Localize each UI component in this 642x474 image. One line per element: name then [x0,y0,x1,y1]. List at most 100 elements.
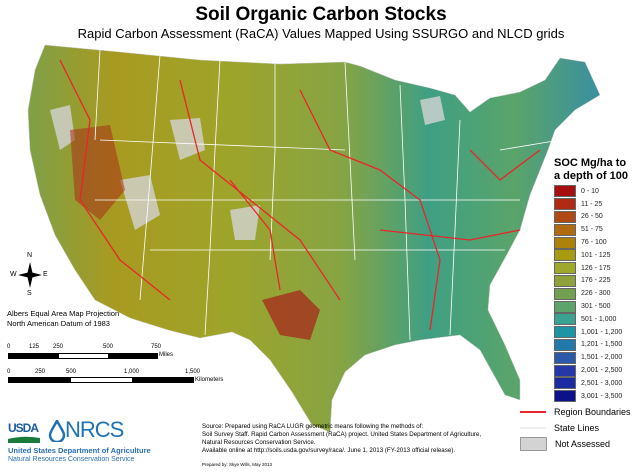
legend-class-label: 26 - 50 [581,213,603,221]
prepared-by: Prepared by: Skye Wills, May 2013 [202,462,273,467]
source-citation: Source: Prepared using RaCA LUGR geometr… [202,423,481,455]
legend-class: 126 - 175 [554,262,622,275]
water-drop-icon [48,420,66,442]
map-subtitle: Rapid Carbon Assessment (RaCA) Values Ma… [77,26,565,41]
usda-wordmark: USDA [8,421,39,435]
legend-not-assessed: Not Assessed [520,436,631,452]
legend-class-label: 1,001 - 1,200 [581,328,623,336]
state-line-swatch [520,427,546,429]
legend-class-label: 1,501 - 2,000 [581,354,623,362]
scale-tick: 1,500 [185,369,201,375]
legend-label: Region Boundaries [554,407,631,417]
legend-class: 501 - 1,000 [554,313,622,326]
scale-tick: 0 [7,344,11,350]
gray-not-assessed-areas [50,96,445,240]
legend-class-label: 51 - 75 [581,226,603,234]
legend-class: 2,001 - 2,500 [554,364,622,377]
datum-line: North American Datum of 1983 [7,319,110,328]
map-title: Soil Organic Carbon Stocks [195,4,447,25]
color-swatch [554,198,576,211]
scale-tick: 0 [7,369,11,375]
legend-class: 301 - 500 [554,300,622,313]
legend-class: 226 - 300 [554,287,622,300]
red-soil-region-great-basin [70,125,125,220]
scale-unit: Miles [159,352,174,358]
legend-class-label: 2,001 - 2,500 [581,367,623,375]
soc-legend: 0 - 10 11 - 25 26 - 50 51 - 75 76 - 100 101 -… [554,185,622,403]
legend-class: 26 - 50 [554,210,622,224]
legend-class-label: 301 - 500 [581,303,611,311]
legend-class: 101 - 125 [554,249,622,262]
region-boundaries [59,59,541,331]
projection-note: Albers Equal Area Map Projection North A… [7,309,119,329]
color-swatch [554,300,576,313]
scale-tick: 500 [103,344,114,350]
scale-tick: 250 [35,369,46,375]
source-line: Available online at http://soils.usda.go… [202,447,456,454]
compass-rose: N S E W [8,252,48,297]
nrcs-wordmark: NRCS [65,417,124,442]
legend-class: 11 - 25 [554,198,622,211]
agency-name: United States Department of Agriculture [8,446,151,455]
gray-swatch [520,437,547,451]
source-line: Source: Prepared using RaCA LUGR geometr… [202,423,424,430]
legend-class-label: 2,501 - 3,000 [581,379,623,387]
scale-unit: Kilometers [195,377,224,383]
source-line: Natural Resources Conservation Service. [202,439,316,446]
north-arrow-icon [18,262,42,288]
legend-title-line: SOC Mg/ha to [554,157,627,169]
legend-class-label: 0 - 10 [581,187,599,195]
legend-class: 76 - 100 [554,236,622,249]
scale-tick: 1,000 [124,369,140,375]
legend-class: 3,001 - 3,500 [554,390,622,403]
red-soil-region-texas [262,290,320,340]
legend-class-label: 126 - 175 [581,264,611,272]
legend-region-boundaries: Region Boundaries [520,404,631,420]
compass-w: W [10,271,17,278]
scale-tick: 500 [66,369,77,375]
boundary-legend: Region Boundaries State Lines Not Assess… [520,404,631,452]
legend-class: 1,001 - 1,200 [554,326,622,339]
color-swatch [554,351,576,364]
legend-class-label: 101 - 125 [581,251,611,259]
legend-class: 1,201 - 1,500 [554,338,623,352]
scale-tick: 750 [151,344,162,350]
color-swatch [554,223,576,236]
legend-class-label: 1,201 - 1,500 [581,341,623,349]
compass-e: E [43,271,48,278]
legend-class: 176 - 225 [554,274,622,288]
compass-n: N [27,252,33,259]
legend-class: 2,501 - 3,000 [554,377,622,390]
color-swatch [554,338,576,351]
color-swatch [554,249,576,262]
legend-label: State Lines [554,423,600,433]
color-swatch [554,313,576,326]
scale-tick: 125 [29,344,40,350]
legend-class-label: 176 - 225 [581,277,611,285]
color-swatch [554,287,576,300]
km-bar [8,377,194,383]
legend-label: Not Assessed [555,439,611,449]
legend-state-lines: State Lines [520,420,631,436]
color-swatch [554,236,576,249]
legend-class: 0 - 10 [554,185,622,198]
usda-hills-icon [8,436,40,443]
miles-bar [8,353,158,359]
color-swatch [554,377,576,390]
legend-class-label: 11 - 25 [581,200,603,208]
projection-line: Albers Equal Area Map Projection [7,309,120,318]
color-swatch [554,390,576,403]
agency-subname: Natural Resources Conservation Service [8,456,135,463]
compass-s: S [27,290,32,297]
legend-class-label: 501 - 1,000 [581,315,617,323]
state-lines [94,49,561,341]
legend-class-label: 3,001 - 3,500 [581,392,623,400]
legend-class-label: 226 - 300 [581,290,611,298]
color-swatch [554,210,576,223]
red-line-swatch [520,411,546,413]
color-swatch [554,274,576,287]
color-swatch [554,185,576,198]
source-line: Soil Survey Staff. Rapid Carbon Assessme… [202,431,482,438]
